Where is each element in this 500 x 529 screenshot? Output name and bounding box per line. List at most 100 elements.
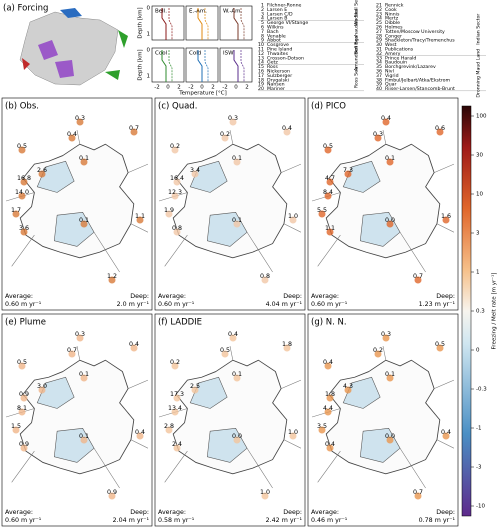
legend-name: Holmes [385,25,403,31]
shelf-melt-value: 0.8 [260,273,270,280]
shelf-melt-value: 1.0 [260,489,270,496]
ice-shelf [283,128,291,136]
legend-number: 9 [261,38,264,44]
shelf-melt-value: 0.5 [17,359,27,366]
legend-name: Prince Harald [385,55,416,61]
profile-frame [219,47,253,83]
group-label: Bellingshausen Sea [354,8,360,54]
y-tick-label: 1 [147,74,151,80]
shelf-melt-value: 0.2 [373,347,383,354]
panel-label: (a) Forcing [3,4,48,14]
legend-name: West [385,42,397,48]
colorbar-tick-label: 0 [476,348,480,354]
deep-value: 2.04 m yr⁻¹ [113,517,150,524]
shelf-melt-value: 0.4 [67,131,77,138]
legend-name: Mariner [267,86,285,92]
shelf-melt-value: 17.3 [170,391,184,398]
shelf-melt-value: 2.4 [172,441,182,448]
shelf-melt-value: 2.8 [164,423,174,430]
legend-name: Vigrid [385,73,399,79]
legend-name: Quar [385,82,397,88]
ice-shelf [171,146,179,154]
legend-number: 18 [258,77,264,83]
ice-shelf [173,444,181,452]
shelf-melt-value: 4.4 [323,405,333,412]
ice-shelf [20,444,28,452]
legend-name: Nickerson [267,69,290,75]
deep-label: Deep: [436,509,455,516]
x-axis-label: Temperature [°C] [178,91,226,97]
legend-number: 27 [376,29,382,35]
ice-shelf [261,492,269,500]
ice-shelf [173,394,181,402]
ice-shelf [233,158,241,166]
group-label: Dronning Maud Land [476,49,482,98]
shelf-melt-value: 0.4 [381,115,391,122]
ice-shelf [382,118,390,126]
shelf-melt-value: 0.0 [385,433,395,440]
ice-shelf [171,192,179,200]
legend-number: 13 [258,55,264,61]
legend-number: 15 [258,64,264,70]
legend-number: 32 [376,51,382,57]
ice-shelf [324,146,332,154]
shelf-melt-value: 0.7 [129,125,139,132]
legend-name: Dibble [385,20,400,26]
shelf-melt-value: 0.3 [381,331,391,338]
shelf-melt-value: 0.1 [385,371,395,378]
deep-value: 4.04 m yr⁻¹ [266,301,303,308]
shelf-melt-value: 16.8 [17,175,31,182]
colorbar-tick-label: 3 [476,231,480,237]
shelf-melt-value: 0.4 [323,359,333,366]
legend-name: Publications [385,47,414,53]
legend-number: 22 [376,7,382,13]
legend-number: 2 [261,7,264,13]
shelf-melt-value: 13.4 [168,405,182,412]
average-label: Average: [311,293,339,300]
colorbar-tick-label: -1 [476,426,481,432]
x-tick-label: 2 [211,85,215,91]
ice-shelf [229,334,237,342]
shelf-melt-value: 14.0 [15,189,29,196]
average-label: Average: [311,509,339,516]
profile-frame [151,5,185,41]
ice-shelf [414,276,422,284]
legend-number: 30 [376,42,382,48]
profile-line [197,50,203,82]
legend-name: Fimbul/Jelbart/Atka/Ekstrom [385,77,451,83]
legend-number: 38 [376,77,382,83]
shelf-melt-value: 5.5 [317,207,327,214]
ice-shelf [18,146,26,154]
legend-number: 7 [261,29,264,35]
shelf-melt-value: 16.4 [170,175,184,182]
ice-shelf [12,426,20,434]
ice-shelf [326,394,334,402]
deep-label: Deep: [436,293,455,300]
legend-number: 23 [376,11,382,17]
shelf-melt-value: 0.9 [107,489,117,496]
average-value: 0.60 m yr⁻¹ [311,301,348,308]
y-tick-label: 1 [147,32,151,38]
ice-shelf [136,432,144,440]
ice-shelf [374,134,382,142]
ice-shelf [386,436,394,444]
panel-label: (d) PICO [311,102,346,112]
shelf-melt-value: 0.4 [135,429,145,436]
legend-name: Riiser-Larsen/Stancomb-Brunt [385,86,455,92]
legend-number: 20 [258,86,264,92]
legend-number: 5 [261,20,264,26]
x-tick-label: -2 [222,85,227,91]
average-value: 0.60 m yr⁻¹ [158,301,195,308]
legend-name: Pine Island [267,47,292,53]
profile-line [240,8,245,40]
shelf-melt-value: 4.7 [325,175,335,182]
profile-frame [151,47,185,83]
y-axis-label: Depth [km] [138,7,144,38]
ice-shelf [283,344,291,352]
panel-label: (g) N. N. [311,318,347,328]
group-label: Indian Sector [476,14,482,45]
ice-shelf [326,228,334,236]
ice-shelf [261,276,269,284]
legend-number: 33 [376,55,382,61]
shelf-melt-value: 0.1 [79,371,89,378]
